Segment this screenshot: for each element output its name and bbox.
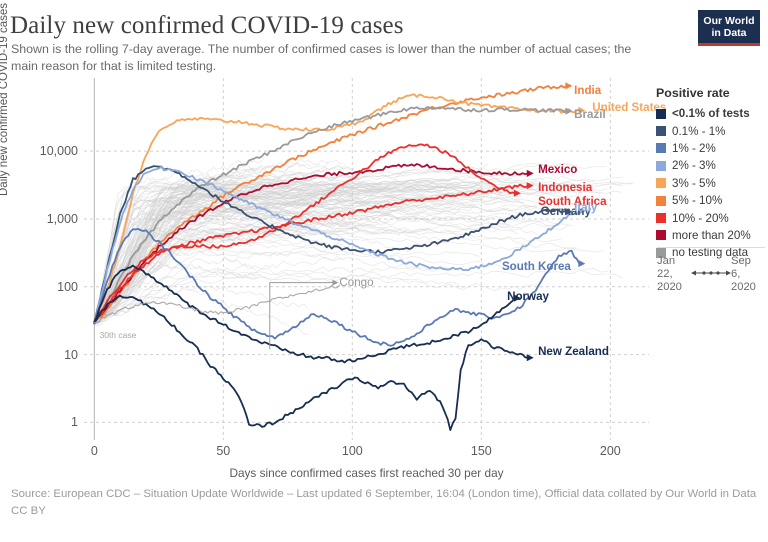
legend-item[interactable]: 3% - 5%	[656, 175, 768, 192]
legend-title: Positive rate	[656, 86, 730, 100]
legend-label: 1% - 2%	[672, 141, 716, 155]
source-text: Source: European CDC – Situation Update …	[11, 488, 757, 500]
legend-swatch	[656, 160, 666, 171]
legend-label: 3% - 5%	[672, 176, 716, 190]
owid-logo-line2: in Data	[711, 27, 747, 39]
x-axis-ticks: 0 50 100 150 200	[84, 444, 649, 464]
y-tick-label: 10,000	[39, 144, 78, 159]
legend: Positive rate <0.1% of tests 0.1% - 1% 1% …	[656, 86, 768, 262]
plot-area[interactable]: 30th case	[84, 78, 649, 440]
series-label-italy[interactable]: Italy	[574, 201, 598, 215]
legend-swatch	[656, 195, 666, 206]
x-tick-label: 100	[341, 444, 363, 458]
legend-item[interactable]: <0.1% of tests	[656, 105, 768, 122]
timeline-end-month: Sep	[731, 255, 751, 267]
series-label-south-africa[interactable]: South Africa	[538, 194, 607, 208]
legend-swatch	[656, 143, 666, 154]
legend-label: more than 20%	[672, 228, 751, 242]
legend-swatch	[656, 230, 666, 241]
legend-label: <0.1% of tests	[672, 107, 750, 121]
timeline-slider[interactable]: Jan 22, 2020 Sep 6, 2020	[657, 247, 765, 294]
y-tick-label: 10	[64, 347, 78, 362]
series-label-new-zealand[interactable]: New Zealand	[538, 344, 609, 358]
legend-item[interactable]: 2% - 3%	[656, 157, 768, 174]
license-text: CC BY	[11, 505, 46, 517]
legend-label: 5% - 10%	[672, 194, 723, 208]
timeline-arrow-icon	[691, 270, 731, 276]
series-label-india[interactable]: India	[574, 83, 602, 97]
y-axis-ticks: 1 10 100 1,000 10,000	[0, 78, 78, 440]
legend-item[interactable]: more than 20%	[656, 227, 768, 244]
legend-swatch	[656, 213, 666, 224]
legend-item[interactable]: 10% - 20%	[656, 209, 768, 226]
timeline-start-year: 2020	[657, 281, 682, 293]
legend-swatch	[656, 108, 666, 119]
annotation-30th-case: 30th case	[99, 330, 136, 340]
series-label-brazil[interactable]: Brazil	[574, 108, 606, 122]
legend-swatch	[656, 247, 666, 258]
timeline-start-date: Jan 22, 2020	[657, 255, 691, 294]
legend-label: 10% - 20%	[672, 211, 729, 225]
legend-rows: <0.1% of tests 0.1% - 1% 1% - 2% 2% - 3% 3% …	[656, 105, 768, 262]
legend-swatch	[656, 126, 666, 137]
x-tick-label: 0	[90, 444, 98, 458]
x-tick-label: 200	[599, 444, 621, 458]
timeline-end-day: 6,	[731, 268, 741, 280]
series-label-united-states[interactable]: United States	[592, 100, 667, 114]
legend-item[interactable]: 5% - 10%	[656, 192, 768, 209]
legend-item[interactable]: no testing data	[656, 244, 768, 261]
series-label-indonesia[interactable]: Indonesia	[538, 180, 593, 194]
legend-swatch	[656, 178, 666, 189]
series-label-germany[interactable]: Germany	[540, 205, 591, 219]
series-label-south-korea[interactable]: South Korea	[501, 260, 571, 274]
timeline-start-month: Jan	[657, 255, 676, 267]
owid-logo[interactable]: Our World in Data	[698, 10, 760, 46]
series-label-congo[interactable]: Congo	[339, 275, 374, 289]
y-tick-label: 100	[57, 279, 78, 294]
y-tick-label: 1,000	[46, 211, 78, 226]
legend-label: 0.1% - 1%	[672, 124, 726, 138]
footer: Source: European CDC – Situation Update …	[11, 487, 757, 519]
page-title: Daily new confirmed COVID-19 cases	[10, 12, 404, 39]
series-label-norway[interactable]: Norway	[507, 290, 549, 304]
y-tick-label: 1	[71, 415, 78, 430]
x-tick-label: 50	[216, 444, 231, 458]
timeline-end-year: 2020	[731, 281, 756, 293]
owid-logo-line1: Our World	[703, 15, 755, 27]
legend-label: no testing data	[672, 246, 749, 260]
legend-item[interactable]: 0.1% - 1%	[656, 122, 768, 139]
timeline-track[interactable]	[691, 255, 731, 282]
legend-item[interactable]: 1% - 2%	[656, 140, 768, 157]
series-label-mexico[interactable]: Mexico	[538, 163, 578, 177]
timeline-start-day: 22,	[657, 268, 673, 280]
x-tick-label: 150	[470, 444, 492, 458]
chart-subtitle: Shown is the rolling 7-day average. The …	[11, 42, 632, 73]
legend-label: 2% - 3%	[672, 159, 716, 173]
timeline-end-date: Sep 6, 2020	[731, 255, 765, 294]
x-axis-title: Days since confirmed cases first reached…	[229, 466, 504, 480]
chart-canvas: 30th case	[84, 78, 649, 440]
